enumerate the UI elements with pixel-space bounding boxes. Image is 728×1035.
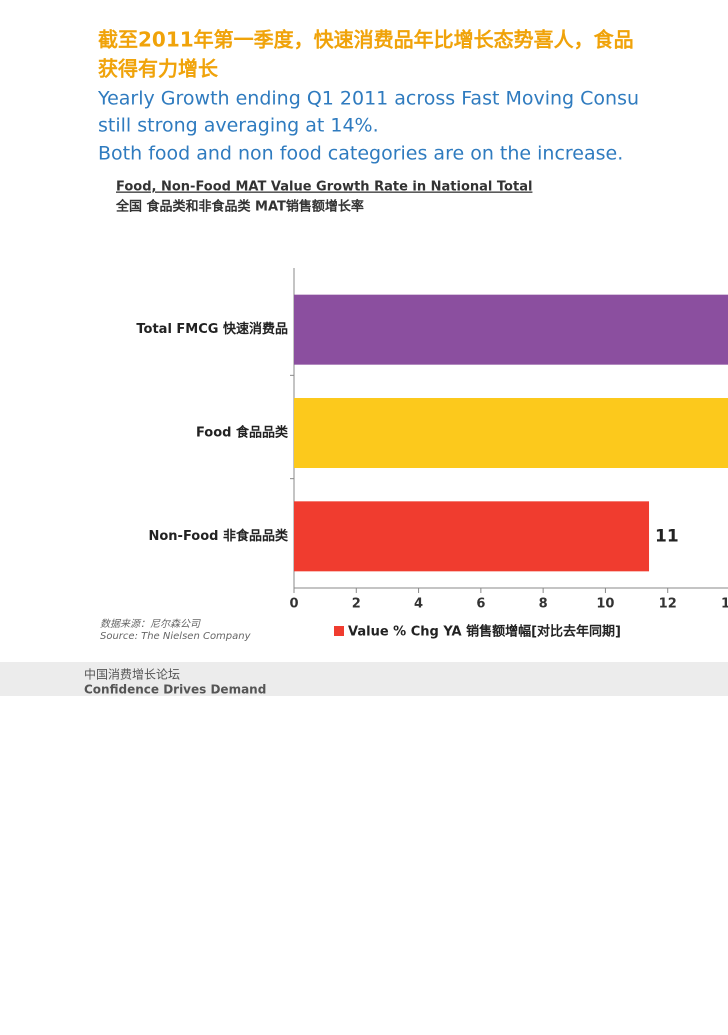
x-tick-label: 14	[721, 597, 728, 612]
title-zh: 截至2011年第一季度，快速消费品年比增长态势喜人，食品	[98, 28, 634, 52]
data-label: 11	[655, 526, 679, 546]
x-tick-label: 4	[414, 597, 423, 612]
x-tick-label: 10	[596, 597, 614, 612]
title-en: Both food and non food categories are on…	[98, 143, 623, 165]
footer-bar	[0, 662, 728, 696]
chart-title: Food, Non-Food MAT Value Growth Rate in …	[116, 180, 532, 195]
legend-label: Value % Chg YA 销售额增幅[对比去年同期]	[348, 624, 621, 640]
bar	[294, 501, 650, 572]
x-tick-label: 12	[659, 597, 677, 612]
y-tick-label: Food 食品品类	[196, 425, 289, 441]
footer-en: Confidence Drives Demand	[84, 683, 266, 697]
x-tick-label: 6	[476, 597, 485, 612]
bar	[294, 398, 728, 468]
bar	[294, 294, 728, 365]
title-zh: 获得有力增长	[98, 57, 219, 81]
title-en: Yearly Growth ending Q1 2011 across Fast…	[97, 88, 639, 110]
x-tick-label: 8	[539, 597, 548, 612]
y-tick-label: Non-Food 非食品品类	[148, 528, 289, 544]
footer-zh: 中国消费增长论坛	[84, 667, 180, 682]
chart-subtitle: 全国 食品类和非食品类 MAT销售额增长率	[115, 199, 364, 215]
source: Source: The Nielsen Company	[100, 631, 252, 642]
source: 数据来源：尼尔森公司	[100, 618, 201, 630]
x-tick-label: 2	[352, 597, 361, 612]
legend-swatch	[334, 626, 344, 636]
x-tick-label: 0	[289, 597, 298, 612]
title-en: still strong averaging at 14%.	[98, 115, 379, 137]
y-tick-label: Total FMCG 快速消费品	[136, 321, 288, 337]
